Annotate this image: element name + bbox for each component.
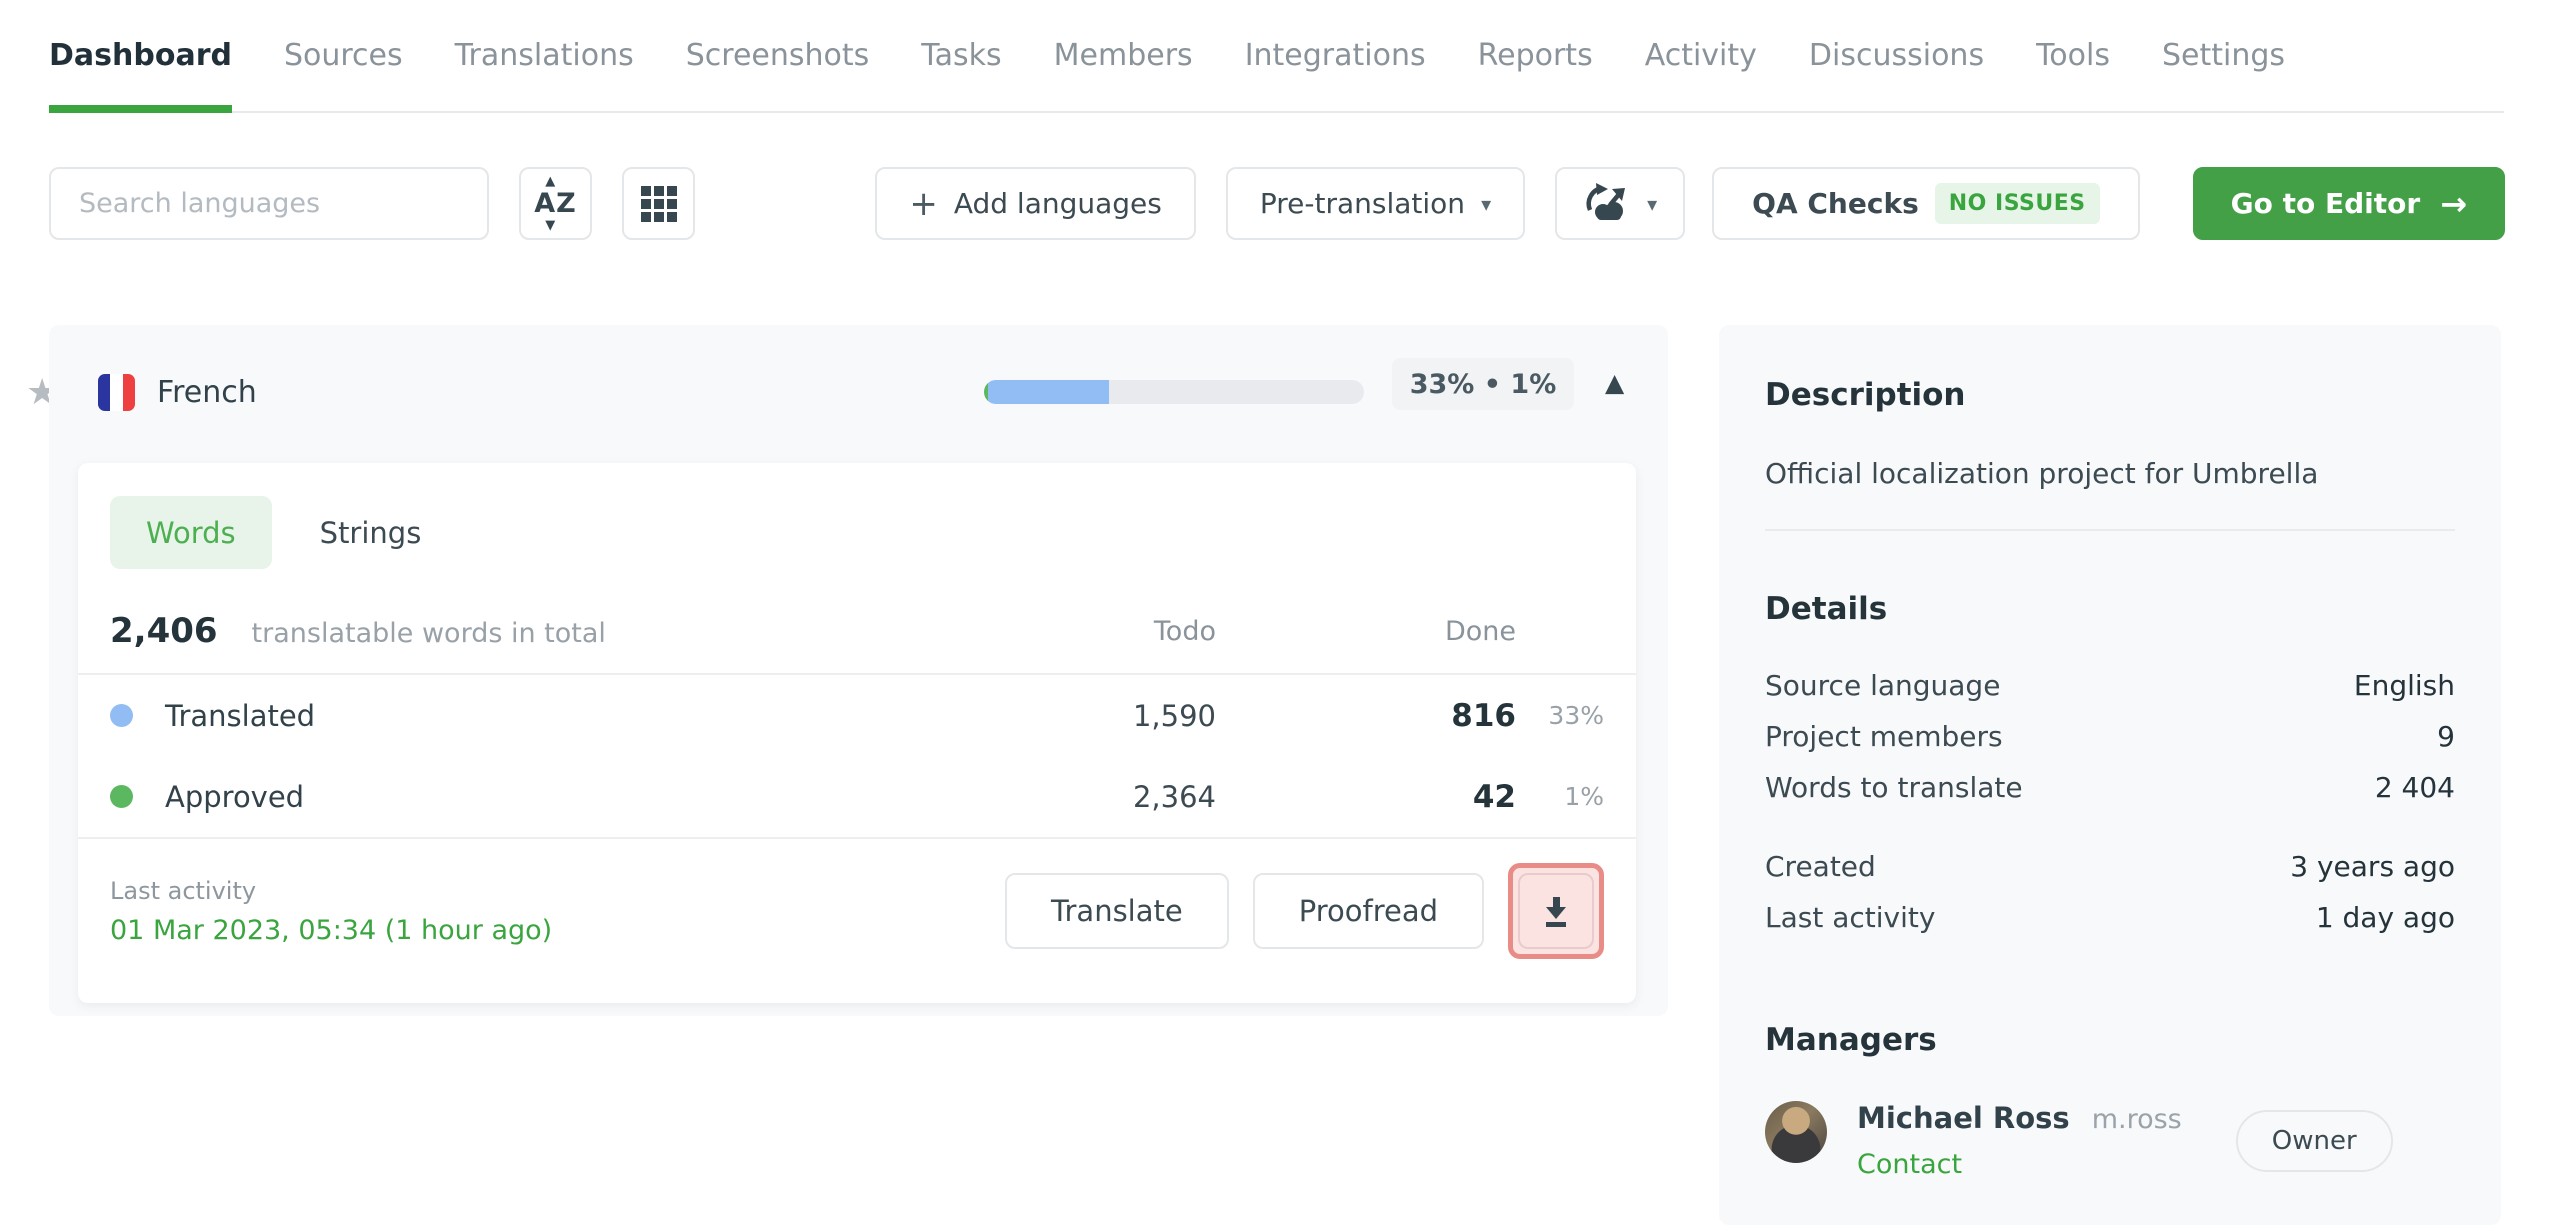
translate-button[interactable]: Translate bbox=[1005, 873, 1229, 949]
last-activity-block: Last activity 01 Mar 2023, 05:34 (1 hour… bbox=[110, 877, 552, 946]
translated-dot-icon bbox=[110, 704, 133, 727]
approved-todo-value: 2,364 bbox=[1132, 779, 1216, 814]
download-highlight-annotation bbox=[1508, 863, 1604, 959]
chevron-down-icon: ▾ bbox=[1647, 191, 1658, 216]
manager-row: Michael Ross m.ross Contact Owner bbox=[1765, 1101, 2455, 1180]
approved-percent: 1% bbox=[1564, 782, 1604, 811]
project-tab-bar: Dashboard Sources Translations Screensho… bbox=[49, 0, 2504, 113]
language-card-french: French 33% • 1% ▲ Words Strings 2,406 tr… bbox=[49, 325, 1668, 1016]
sort-az-icon: AZ ▲ ▼ bbox=[534, 174, 577, 233]
grid-icon bbox=[640, 185, 677, 222]
manager-avatar[interactable] bbox=[1765, 1101, 1827, 1163]
manager-username: m.ross bbox=[2091, 1104, 2182, 1135]
details-heading: Details bbox=[1765, 591, 1888, 627]
go-to-editor-button[interactable]: Go to Editor → bbox=[2192, 167, 2505, 240]
approved-dot-icon bbox=[110, 785, 133, 808]
tab-sources[interactable]: Sources bbox=[283, 38, 403, 73]
proofread-button[interactable]: Proofread bbox=[1252, 873, 1484, 949]
column-header-done: Done bbox=[1444, 615, 1516, 647]
detail-row-last-activity: Last activity 1 day ago bbox=[1765, 901, 2455, 934]
project-info-panel: Description Official localization projec… bbox=[1719, 325, 2501, 1225]
tab-reports[interactable]: Reports bbox=[1477, 38, 1593, 73]
qa-checks-button[interactable]: QA Checks NO ISSUES bbox=[1712, 167, 2140, 240]
collapse-chevron-icon[interactable]: ▲ bbox=[1605, 368, 1625, 397]
detail-row-created: Created 3 years ago bbox=[1765, 850, 2455, 883]
owner-role-badge: Owner bbox=[2235, 1109, 2393, 1172]
manager-contact-link[interactable]: Contact bbox=[1857, 1149, 1963, 1180]
total-words-label: translatable words in total bbox=[251, 618, 606, 649]
detail-row-source-language: Source language English bbox=[1765, 669, 2455, 702]
last-activity-link[interactable]: 01 Mar 2023, 05:34 (1 hour ago) bbox=[110, 914, 553, 946]
tab-discussions[interactable]: Discussions bbox=[1808, 38, 1985, 73]
tab-tasks[interactable]: Tasks bbox=[921, 38, 1002, 73]
translated-todo-value: 1,590 bbox=[1132, 698, 1216, 733]
tab-translations[interactable]: Translations bbox=[454, 38, 634, 73]
arrow-right-icon: → bbox=[2440, 184, 2467, 223]
languages-toolbar: AZ ▲ ▼ + Add languages Pre-translation ▾ bbox=[49, 167, 2505, 240]
stat-row-approved: Approved 2,364 42 1% bbox=[110, 756, 1604, 837]
language-progress-bar bbox=[984, 380, 1364, 404]
description-text: Official localization project for Umbrel… bbox=[1765, 457, 2319, 490]
approved-done-value: 42 bbox=[1472, 778, 1516, 815]
cloud-sync-dropdown[interactable]: ▾ bbox=[1555, 167, 1686, 240]
translated-percent: 33% bbox=[1548, 701, 1604, 730]
tab-activity[interactable]: Activity bbox=[1644, 38, 1757, 73]
tab-tools[interactable]: Tools bbox=[2036, 38, 2110, 73]
cloud-sync-icon bbox=[1586, 182, 1626, 220]
stat-row-translated: Translated 1,590 816 33% bbox=[110, 675, 1604, 756]
tab-settings[interactable]: Settings bbox=[2161, 38, 2286, 73]
tab-dashboard[interactable]: Dashboard bbox=[49, 38, 232, 113]
tab-screenshots[interactable]: Screenshots bbox=[685, 38, 870, 73]
column-header-todo: Todo bbox=[1153, 615, 1216, 647]
detail-row-words-to-translate: Words to translate 2 404 bbox=[1765, 771, 2455, 804]
last-activity-label: Last activity bbox=[110, 876, 257, 905]
grid-view-button[interactable] bbox=[622, 167, 695, 240]
qa-status-badge: NO ISSUES bbox=[1934, 183, 2100, 224]
tab-strings[interactable]: Strings bbox=[319, 515, 422, 550]
download-button[interactable] bbox=[1518, 873, 1594, 949]
description-heading: Description bbox=[1765, 377, 1966, 413]
detail-row-project-members: Project members 9 bbox=[1765, 720, 2455, 753]
tab-integrations[interactable]: Integrations bbox=[1244, 38, 1426, 73]
pre-translation-dropdown[interactable]: Pre-translation ▾ bbox=[1225, 167, 1526, 240]
tab-words[interactable]: Words bbox=[110, 496, 272, 569]
progress-percentage-badge: 33% • 1% bbox=[1392, 358, 1574, 410]
add-languages-button[interactable]: + Add languages bbox=[875, 167, 1196, 240]
search-languages-input[interactable] bbox=[49, 167, 489, 240]
translated-done-value: 816 bbox=[1451, 697, 1516, 734]
sort-alphabetical-button[interactable]: AZ ▲ ▼ bbox=[519, 167, 592, 240]
manager-name[interactable]: Michael Ross bbox=[1857, 1101, 2070, 1135]
tab-members[interactable]: Members bbox=[1053, 38, 1193, 73]
total-words-value: 2,406 bbox=[110, 611, 218, 651]
french-flag-icon bbox=[98, 373, 135, 411]
download-icon bbox=[1546, 897, 1566, 927]
language-name[interactable]: French bbox=[157, 374, 257, 410]
managers-heading: Managers bbox=[1765, 1022, 1937, 1058]
chevron-down-icon: ▾ bbox=[1481, 191, 1492, 216]
language-stats-panel: Words Strings 2,406 translatable words i… bbox=[78, 463, 1636, 1003]
plus-icon: + bbox=[909, 183, 938, 224]
